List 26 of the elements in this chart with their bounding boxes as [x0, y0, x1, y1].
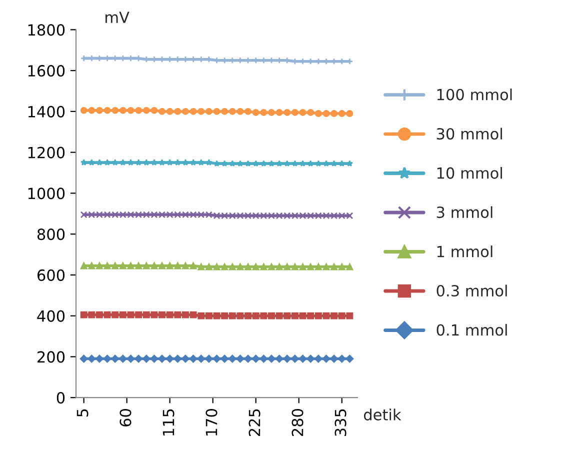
legend-label: 10 mmol — [437, 167, 502, 179]
x-tick-label: 5 — [76, 409, 88, 417]
y-tick-label: 0 — [56, 392, 65, 404]
x-tick-label: 170 — [206, 409, 218, 436]
y-tick-label: 1000 — [28, 188, 65, 200]
y-tick-label: 800 — [37, 228, 65, 240]
y-tick-label: 400 — [37, 310, 65, 322]
y-tick-label: 1600 — [28, 65, 65, 77]
y-tick-label: 600 — [37, 269, 65, 281]
x-axis-title: detik — [364, 408, 402, 420]
y-axis-title: mV — [106, 12, 130, 23]
legend-label: 3 mmol — [436, 206, 492, 218]
x-tick-label: 280 — [292, 409, 304, 436]
legend-label: 30 mmol — [436, 128, 502, 140]
x-tick-label: 60 — [120, 409, 132, 426]
x-tick-label: 225 — [248, 409, 260, 436]
legend-label: 1 mmol — [437, 245, 492, 258]
y-tick-label: 1400 — [28, 106, 65, 118]
legend-label: 100 mmol — [437, 88, 512, 100]
y-tick-label: 200 — [38, 351, 65, 363]
x-tick-label: 335 — [334, 409, 346, 436]
x-tick-label: 115 — [162, 409, 174, 436]
y-tick-label: 1200 — [28, 146, 65, 158]
legend-label: 0.1 mmol — [436, 324, 507, 336]
legend-label: 0.3 mmol — [436, 284, 507, 297]
y-tick-label: 1800 — [28, 24, 65, 36]
